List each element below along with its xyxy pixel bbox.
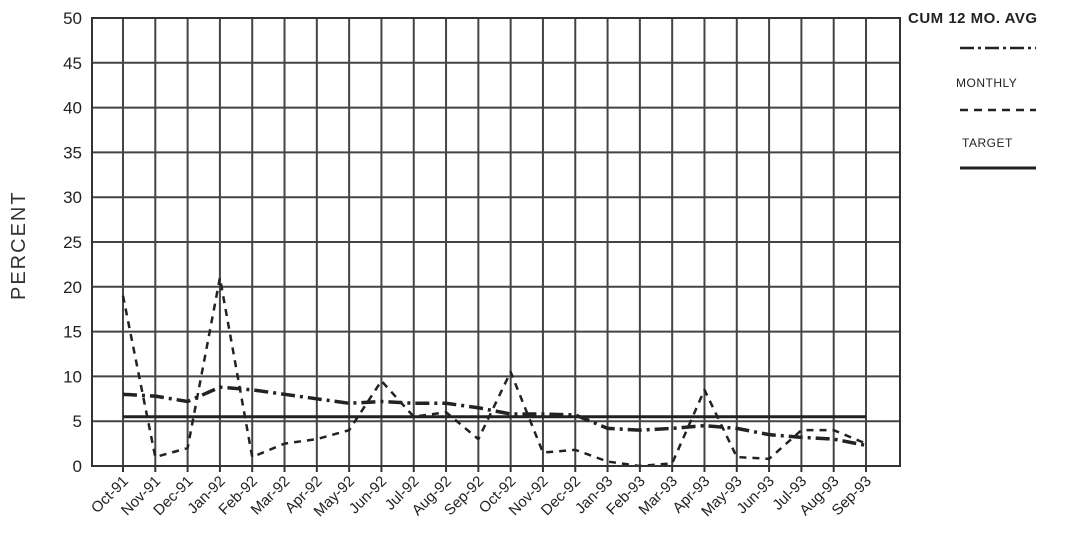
legend-label-monthly: MONTHLY [956, 76, 1018, 90]
series-lines [121, 276, 867, 468]
y-tick-label: 15 [63, 323, 82, 342]
y-tick-label: 0 [73, 457, 82, 476]
y-tick-label: 30 [63, 188, 82, 207]
series-line-monthly [121, 276, 867, 468]
y-axis-label: PERCENT [8, 190, 30, 300]
plot-frame [91, 17, 901, 467]
y-tick-label: 40 [63, 99, 82, 118]
grid [92, 17, 900, 467]
legend-line-target [960, 166, 1036, 170]
series-line-cum-avg [122, 385, 867, 448]
legend-label-cum-avg: CUM 12 MO. AVG [908, 10, 1038, 27]
y-tick-label: 5 [73, 412, 82, 431]
y-tick-label: 35 [63, 143, 82, 162]
y-axis-ticks: 0 5 10 15 20 25 30 35 40 45 50 [63, 9, 82, 476]
x-axis-ticks: Oct-91Nov-91Dec-91Jan-92Feb-92Mar-92Apr-… [88, 466, 875, 520]
legend-label-target: TARGET [962, 136, 1013, 150]
y-tick-label: 10 [63, 367, 82, 386]
legend-line-monthly [960, 108, 1036, 112]
y-tick-label: 20 [63, 278, 82, 297]
legend-line-cum-avg [960, 46, 1036, 50]
y-tick-label: 45 [63, 54, 82, 73]
y-tick-label: 50 [63, 9, 82, 28]
y-tick-label: 25 [63, 233, 82, 252]
